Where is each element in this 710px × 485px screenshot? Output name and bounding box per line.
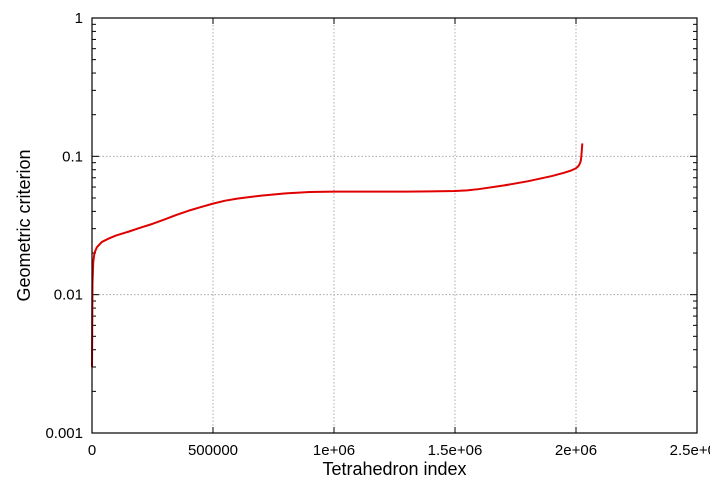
- x-tick-label: 1.5e+06: [428, 442, 483, 459]
- grid: [92, 18, 697, 433]
- x-axis-label: Tetrahedron index: [322, 459, 466, 479]
- y-axis-label: Geometric criterion: [14, 149, 34, 301]
- series: [91, 143, 584, 368]
- y-tick-label: 0.01: [54, 287, 83, 304]
- y-tick-label: 0.001: [45, 425, 83, 442]
- x-tick-label: 2e+06: [555, 442, 597, 459]
- y-tick-label: 1: [75, 10, 83, 27]
- x-tick-label: 2.5e+06: [670, 442, 710, 459]
- ticks: [91, 17, 698, 434]
- x-tick-label: 1e+06: [313, 442, 355, 459]
- x-tick-label: 500000: [188, 442, 238, 459]
- tick-labels: 0 500000 1e+06 1.5e+06 2e+06 2.5e+06 0.001 0.01…: [45, 10, 710, 459]
- plot-frame: [91, 17, 698, 434]
- x-tick-label: 0: [88, 442, 96, 459]
- series-line: [91, 143, 584, 368]
- y-tick-label: 0.1: [62, 148, 83, 165]
